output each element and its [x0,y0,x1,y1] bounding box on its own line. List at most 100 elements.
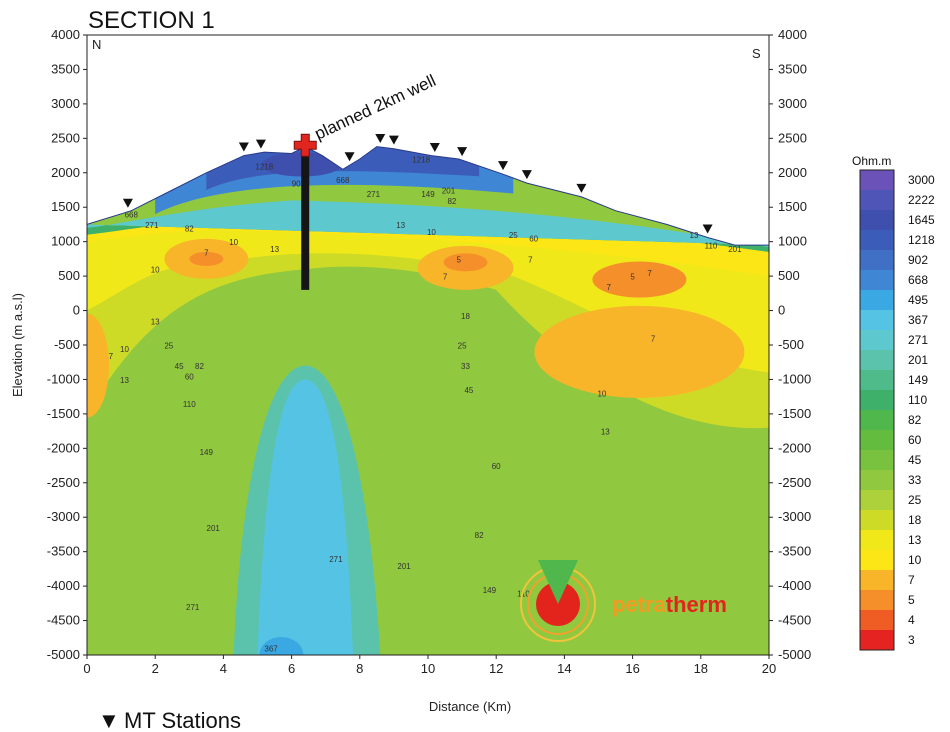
colorbar-swatch [860,570,894,591]
colorbar-swatch [860,210,894,231]
y-tick-label-right: 4000 [778,27,807,42]
mt-station-marker [255,139,266,149]
contour-label: 82 [185,224,194,233]
mt-station-marker [375,134,386,144]
contour-label: 10 [427,228,436,237]
contour-label: 201 [728,245,742,254]
logo-text-petra: petra [612,592,667,617]
contour-label: 7 [606,283,611,292]
logo-text-therm: therm [666,592,727,617]
contour-label: 201 [442,186,456,195]
field-core-367 [257,379,353,655]
contour-label: 18 [461,312,470,321]
corner-label-south: S [752,46,761,61]
colorbar-tick-label: 201 [908,353,928,367]
contour-label: 110 [183,400,196,409]
colorbar-tick-label: 10 [908,553,922,567]
field-body-left-core [189,251,224,266]
colorbar-tick-label: 18 [908,513,922,527]
contour-label: 271 [367,190,381,199]
y-tick-label-right: -3500 [778,544,811,559]
y-tick-label-left: 1500 [51,199,80,214]
contour-label: 668 [125,211,139,220]
y-tick-label-left: 1000 [51,234,80,249]
x-tick-label: 4 [220,661,227,676]
field-core-495 [259,637,304,655]
contour-label: 13 [120,376,129,385]
contour-label: 25 [509,231,518,240]
y-tick-label-left: 2000 [51,165,80,180]
y-tick-label-right: -500 [778,337,804,352]
contour-label: 10 [120,345,129,354]
colorbar-tick-label: 110 [908,393,927,407]
y-tick-label-left: 3500 [51,61,80,76]
x-tick-label: 8 [356,661,363,676]
colorbar-swatch [860,330,894,351]
planned-well [293,133,317,290]
contour-label: 33 [461,362,470,371]
mt-station-marker [521,170,532,180]
contour-label: 13 [270,245,279,254]
colorbar-swatch [860,410,894,431]
y-tick-label-left: -3500 [47,544,80,559]
field-body-right-lower [534,305,745,398]
colorbar-swatch [860,170,894,191]
contour-label: 149 [483,586,497,595]
contour-label: 13 [396,221,405,230]
x-tick-label: 6 [288,661,295,676]
y-tick-label-right: 1500 [778,199,807,214]
colorbar-tick-label: 149 [908,373,928,387]
colorbar-swatch [860,370,894,391]
contour-label: 60 [492,462,501,471]
x-tick-label: 2 [152,661,159,676]
colorbar-swatch [860,490,894,511]
colorbar-tick-label: 1645 [908,213,935,227]
y-tick-label-left: -2000 [47,440,80,455]
colorbar-swatch [860,250,894,271]
contour-label: 45 [464,386,473,395]
contour-label: 1218 [255,162,273,171]
colorbar-swatch [860,450,894,471]
x-tick-label: 14 [557,661,571,676]
y-tick-label-right: 2500 [778,130,807,145]
colorbar-tick-label: 495 [908,293,928,307]
y-tick-label-left: 2500 [51,130,80,145]
mt-stations-legend: ▼ MT Stations [98,708,241,732]
colorbar-swatch [860,290,894,311]
x-tick-label: 12 [489,661,503,676]
colorbar-swatch [860,610,894,631]
colorbar-swatch [860,630,894,651]
y-tick-label-left: 0 [73,303,80,318]
y-axis-left: 4000 3500 3000 2500 2000 1500 1000 500 0 -500 -100… [47,27,87,662]
petratherm-logo: petratherm [520,560,727,642]
colorbar-tick-label: 5 [908,593,915,607]
resistivity-field [87,146,769,655]
colorbar-swatch [860,530,894,551]
colorbar-tick-label: 668 [908,273,928,287]
colorbar-tick-label: 60 [908,433,922,447]
y-tick-label-left: -3000 [47,509,80,524]
mt-station-marker [388,135,399,145]
x-tick-label: 20 [762,661,776,676]
y-tick-label-right: 500 [778,268,800,283]
contour-label: 201 [207,524,221,533]
colorbar-tick-label: 25 [908,493,922,507]
contour-label: 25 [458,341,467,350]
colorbar-tick-label: 4 [908,613,915,627]
contour-label: 7 [647,269,652,278]
contour-label: 60 [185,372,194,381]
contour-label: 13 [690,231,699,240]
colorbar-tick-label: 7 [908,573,915,587]
y-axis-label: Elevation (m a.s.l) [10,293,25,397]
contour-label: 10 [597,390,606,399]
y-tick-label-left: -4500 [47,613,80,628]
y-tick-label-left: -1500 [47,406,80,421]
colorbar-tick-label: 367 [908,313,928,327]
colorbar-tick-label: 3 [908,633,915,647]
contour-label: 149 [421,190,435,199]
y-tick-label-right: -4500 [778,613,811,628]
colorbar-swatch [860,350,894,371]
colorbar-tick-label: 45 [908,453,922,467]
mt-station-marker [498,161,509,171]
